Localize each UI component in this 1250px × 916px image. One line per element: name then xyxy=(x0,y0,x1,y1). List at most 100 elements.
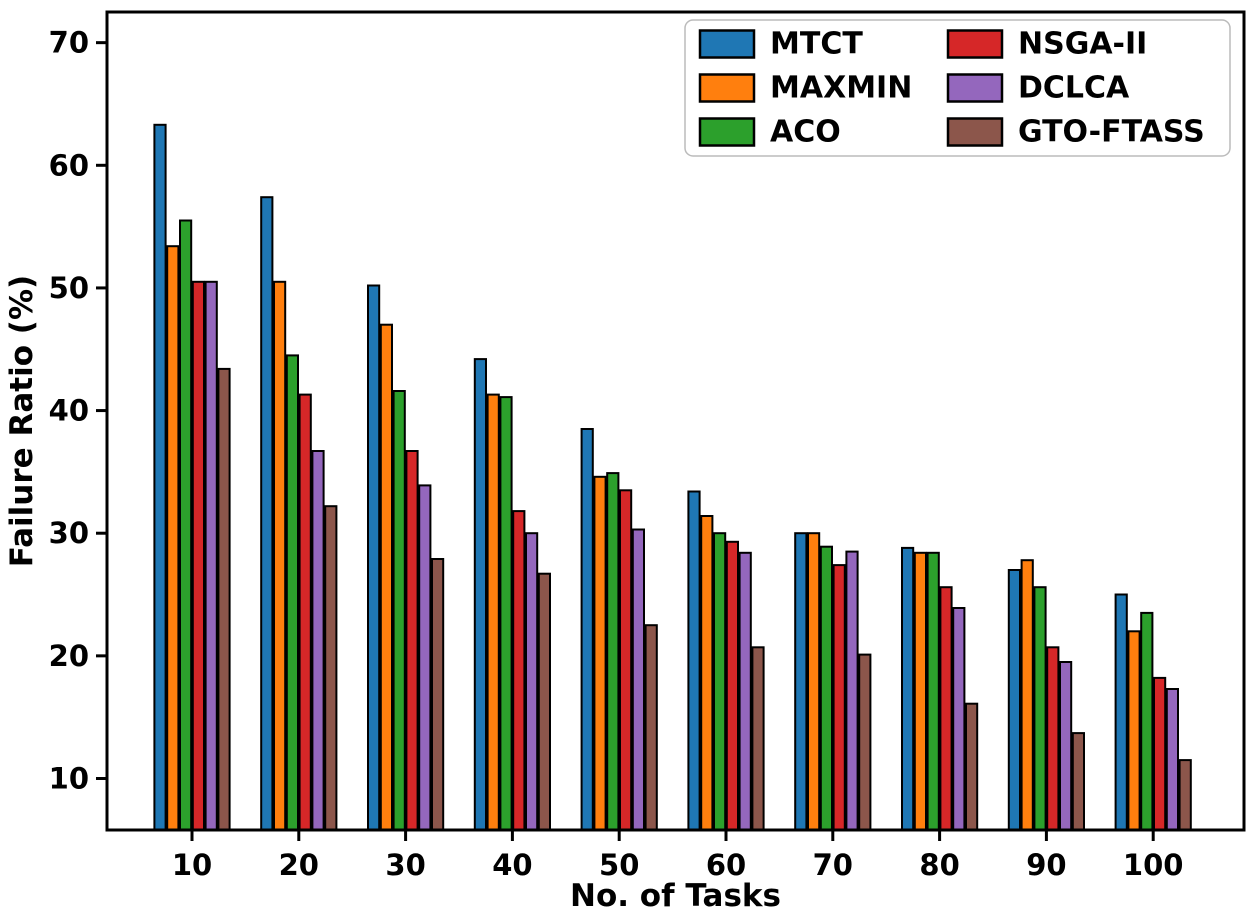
y-tick-label: 30 xyxy=(49,516,89,550)
bar-maxmin-100 xyxy=(1127,630,1141,831)
x-tick-label: 90 xyxy=(1026,848,1066,882)
bar-gto-ftass-100 xyxy=(1178,759,1192,831)
bar-maxmin-80 xyxy=(913,551,927,831)
series-gto-ftass xyxy=(217,367,1192,832)
bar-maxmin-20 xyxy=(273,280,287,831)
bar-aco-90 xyxy=(1033,586,1047,832)
bar-gto-ftass-50 xyxy=(644,624,658,832)
bar-nsga-ii-90 xyxy=(1046,646,1060,831)
bar-mtct-40 xyxy=(473,358,487,831)
y-tick-label: 20 xyxy=(49,639,89,673)
bar-dclca-30 xyxy=(418,484,432,831)
series-mtct xyxy=(153,123,1128,832)
legend-label-maxmin: MAXMIN xyxy=(770,71,912,106)
legend-label-dclca: DCLCA xyxy=(1018,71,1130,106)
bar-nsga-ii-20 xyxy=(298,393,312,831)
legend-item-aco: ACO xyxy=(698,115,841,150)
bar-maxmin-10 xyxy=(166,245,180,831)
legend-item-dclca: DCLCA xyxy=(946,71,1130,106)
legend-label-gto-ftass: GTO-FTASS xyxy=(1018,115,1205,150)
bar-nsga-ii-30 xyxy=(405,450,419,831)
bar-gto-ftass-40 xyxy=(537,572,551,831)
bar-gto-ftass-30 xyxy=(431,558,445,831)
bar-gto-ftass-90 xyxy=(1071,732,1086,831)
axes-frame xyxy=(105,10,1246,832)
bar-maxmin-90 xyxy=(1020,559,1034,831)
bar-gto-ftass-80 xyxy=(965,702,979,832)
bar-mtct-60 xyxy=(687,490,701,831)
bar-nsga-ii-70 xyxy=(832,564,846,831)
series-maxmin xyxy=(166,245,1141,831)
y-tick-label: 40 xyxy=(49,394,89,428)
bar-mtct-30 xyxy=(367,284,381,831)
legend-swatch-mtct xyxy=(698,29,756,59)
bar-nsga-ii-60 xyxy=(725,540,739,831)
bar-mtct-100 xyxy=(1114,593,1128,831)
x-tick-label: 60 xyxy=(706,848,746,882)
y-tick-label: 50 xyxy=(49,271,89,305)
legend-swatch-dclca xyxy=(946,73,1004,103)
legend-item-gto-ftass: GTO-FTASS xyxy=(946,115,1205,150)
bar-aco-80 xyxy=(926,551,940,831)
bar-gto-ftass-70 xyxy=(858,653,872,831)
bar-nsga-ii-10 xyxy=(191,280,206,831)
y-tick-label: 70 xyxy=(49,26,89,60)
x-tick-label: 80 xyxy=(919,848,959,882)
bar-dclca-20 xyxy=(311,450,325,831)
bar-dclca-90 xyxy=(1059,661,1073,831)
y-axis-title: Failure Ratio (%) xyxy=(4,275,40,567)
series-nsga-ii xyxy=(191,280,1167,832)
bar-maxmin-30 xyxy=(379,323,393,831)
bar-maxmin-70 xyxy=(807,532,821,831)
legend-swatch-nsga-ii xyxy=(946,29,1004,59)
bar-aco-10 xyxy=(179,219,193,831)
x-tick-label: 70 xyxy=(813,848,853,882)
bar-mtct-50 xyxy=(580,428,594,831)
y-tick-label: 10 xyxy=(49,761,89,795)
bar-maxmin-50 xyxy=(593,475,607,831)
bar-dclca-50 xyxy=(631,528,645,831)
legend-swatch-gto-ftass xyxy=(946,117,1004,147)
bar-aco-20 xyxy=(285,354,299,831)
y-tick-label: 60 xyxy=(49,148,89,182)
x-tick-label: 40 xyxy=(492,848,532,882)
bar-gto-ftass-60 xyxy=(751,646,765,831)
bar-aco-40 xyxy=(499,396,513,831)
bar-nsga-ii-50 xyxy=(619,489,633,831)
legend-swatch-aco xyxy=(698,117,756,147)
bar-maxmin-60 xyxy=(700,515,714,831)
bar-dclca-60 xyxy=(738,551,752,831)
x-axis-title: No. of Tasks xyxy=(570,878,781,914)
bar-aco-50 xyxy=(606,472,620,831)
bar-aco-60 xyxy=(713,532,727,831)
legend-label-mtct: MTCT xyxy=(770,27,863,62)
legend-label-nsga-ii: NSGA-II xyxy=(1018,27,1147,62)
bar-dclca-10 xyxy=(204,280,218,831)
x-tick-label: 30 xyxy=(385,848,425,882)
x-tick-label: 20 xyxy=(279,848,319,882)
bar-mtct-10 xyxy=(153,123,167,832)
bar-nsga-ii-100 xyxy=(1153,676,1167,832)
legend-label-aco: ACO xyxy=(770,115,841,150)
x-tick-label: 50 xyxy=(599,848,639,882)
bar-gto-ftass-10 xyxy=(217,367,231,831)
bar-mtct-70 xyxy=(794,532,808,831)
bar-aco-70 xyxy=(819,545,833,831)
bar-dclca-80 xyxy=(952,607,966,831)
bar-mtct-20 xyxy=(260,196,274,831)
bar-maxmin-40 xyxy=(486,393,500,831)
bar-nsga-ii-40 xyxy=(512,510,526,831)
legend-item-nsga-ii: NSGA-II xyxy=(946,27,1147,62)
legend-swatch-maxmin xyxy=(698,73,756,103)
legend: MTCT MAXMIN ACO NSGA-II DCLCA GTO-FTASS xyxy=(684,19,1231,157)
x-tick-label: 10 xyxy=(172,848,212,882)
bar-aco-100 xyxy=(1140,611,1154,832)
bar-nsga-ii-80 xyxy=(939,586,953,832)
bar-mtct-80 xyxy=(901,546,915,832)
bar-gto-ftass-20 xyxy=(324,505,338,831)
bar-mtct-90 xyxy=(1007,569,1021,831)
bar-dclca-100 xyxy=(1165,688,1180,831)
series-aco xyxy=(179,219,1154,832)
